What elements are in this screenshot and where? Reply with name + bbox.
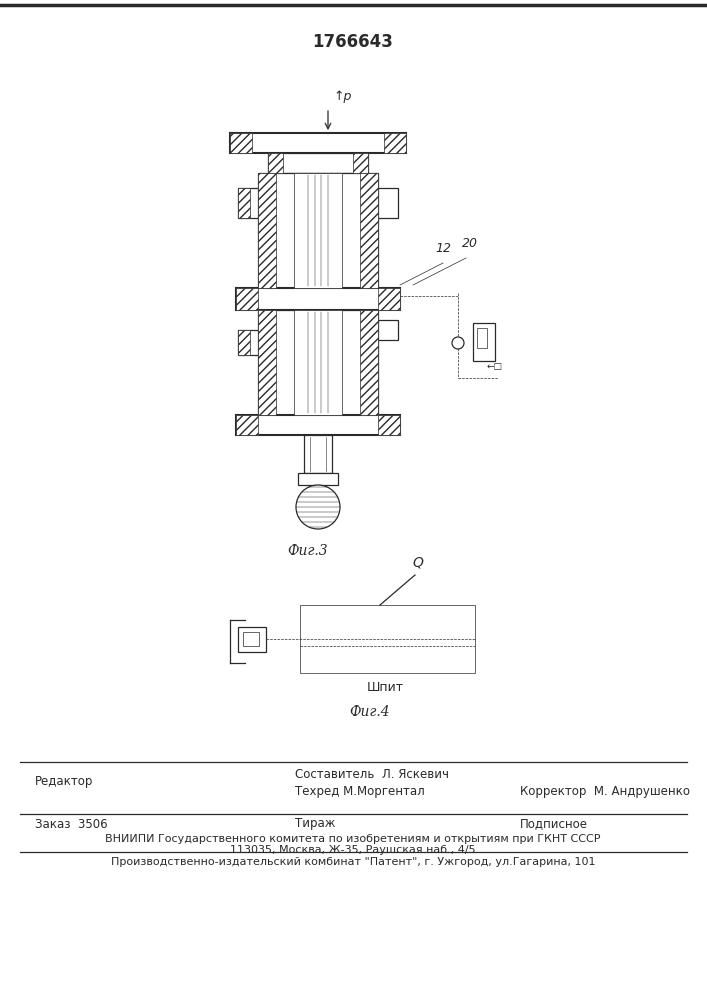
Text: ↑p: ↑p	[333, 90, 351, 103]
Bar	[378, 288, 400, 310]
Bar	[473, 323, 495, 361]
Text: Шпит: Шпит	[366, 681, 404, 694]
Text: Составитель  Л. Яскевич: Составитель Л. Яскевич	[295, 768, 449, 780]
Bar	[268, 153, 283, 173]
Bar	[258, 310, 378, 415]
Bar	[236, 415, 400, 435]
Bar	[236, 288, 400, 310]
Bar	[236, 288, 258, 310]
Text: 12: 12	[435, 242, 451, 255]
Text: Подписное: Подписное	[520, 818, 588, 830]
Bar	[304, 435, 332, 473]
Text: Фиг.3: Фиг.3	[288, 544, 328, 558]
Bar	[243, 632, 259, 646]
Bar	[353, 153, 368, 173]
Bar	[258, 310, 276, 415]
Text: ←□: ←□	[487, 361, 503, 370]
Bar	[268, 153, 368, 173]
Bar	[238, 188, 250, 218]
Text: Техред М.Моргентал: Техред М.Моргентал	[295, 786, 425, 798]
Text: Заказ  3506: Заказ 3506	[35, 818, 107, 830]
Bar	[378, 188, 398, 218]
Text: Производственно-издательский комбинат "Патент", г. Ужгород, ул.Гагарина, 101: Производственно-издательский комбинат "П…	[111, 857, 595, 867]
Bar	[238, 330, 258, 355]
Text: 20: 20	[462, 237, 478, 250]
Bar	[238, 330, 250, 355]
Circle shape	[296, 485, 340, 529]
Text: Q: Q	[413, 556, 423, 570]
Bar	[477, 328, 487, 348]
Bar	[230, 133, 252, 153]
Bar	[230, 133, 406, 153]
Text: Фиг.4: Фиг.4	[350, 705, 390, 719]
Bar	[294, 310, 342, 415]
Bar	[378, 415, 400, 435]
Text: Тираж: Тираж	[295, 818, 335, 830]
Text: Редактор: Редактор	[35, 776, 93, 788]
Circle shape	[452, 337, 464, 349]
Bar	[236, 415, 258, 435]
Bar	[360, 173, 378, 288]
Bar	[298, 473, 338, 485]
Text: 113035, Москва, Ж-35, Раушская наб., 4/5: 113035, Москва, Ж-35, Раушская наб., 4/5	[230, 845, 476, 855]
Bar	[258, 173, 276, 288]
Bar	[384, 133, 406, 153]
Bar	[258, 173, 378, 288]
Bar	[294, 173, 342, 288]
Bar	[238, 188, 258, 218]
Text: 1766643: 1766643	[312, 33, 393, 51]
Bar	[238, 627, 266, 652]
Bar	[360, 310, 378, 415]
Text: ВНИИПИ Государственного комитета по изобретениям и открытиям при ГКНТ СССР: ВНИИПИ Государственного комитета по изоб…	[105, 834, 601, 844]
Text: Корректор  М. Андрушенко: Корректор М. Андрушенко	[520, 786, 690, 798]
Bar	[300, 605, 475, 673]
Bar	[378, 320, 398, 340]
